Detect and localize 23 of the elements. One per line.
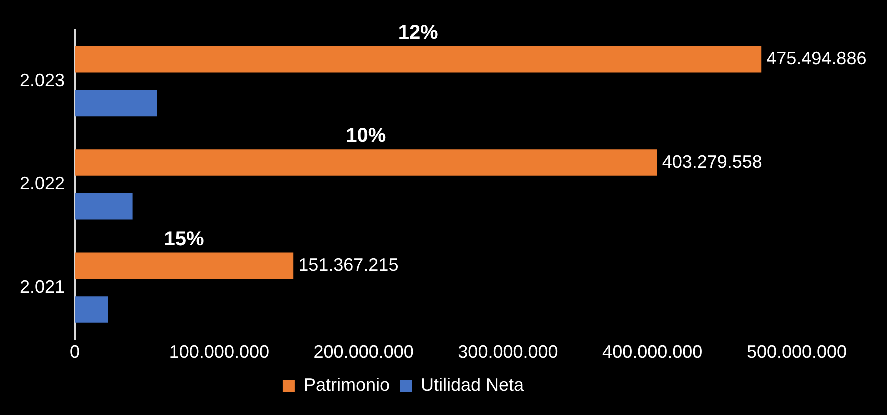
x-tick-label: 400.000.000 — [602, 342, 703, 362]
x-tick-label: 300.000.000 — [458, 342, 558, 362]
annotation: 12% — [398, 22, 439, 44]
legend-label: Utilidad Neta — [420, 374, 526, 395]
bar — [75, 296, 108, 323]
data-label: 403.279.558 — [662, 152, 762, 172]
data-label: 151.367.215 — [298, 254, 399, 275]
y-tick-label: 2.021 — [20, 276, 66, 297]
bar — [75, 193, 133, 220]
annotation: 15% — [164, 228, 205, 250]
x-tick-label: 0 — [70, 342, 80, 362]
bar — [75, 252, 294, 280]
data-label: 475.494.886 — [766, 48, 867, 69]
annotation: 10% — [346, 125, 386, 148]
x-tick-label: 200.000.000 — [314, 342, 414, 362]
legend-label: Patrimonio — [304, 374, 390, 395]
x-tick-label: 500.000.000 — [746, 342, 848, 362]
y-tick-label: 2.022 — [20, 174, 66, 194]
y-tick-label: 2.023 — [20, 70, 66, 91]
bar — [75, 150, 658, 176]
bar — [75, 46, 762, 73]
bar — [75, 90, 158, 117]
x-tick-label: 100.000.000 — [169, 342, 270, 362]
